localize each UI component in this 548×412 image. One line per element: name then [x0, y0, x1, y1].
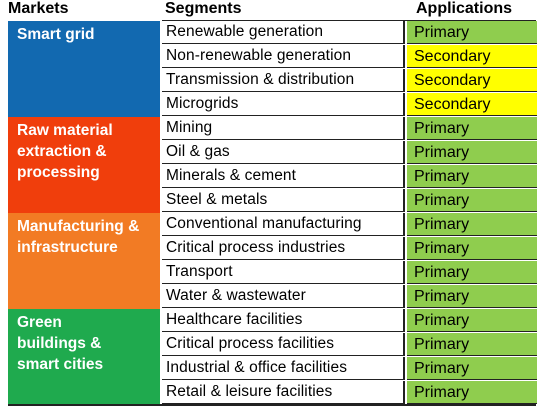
- application-cell: Primary: [407, 189, 537, 212]
- table-row: Oil & gas Primary: [160, 141, 537, 165]
- application-cell: Primary: [407, 357, 537, 380]
- segment-cell: Retail & leisure facilities: [162, 381, 405, 404]
- application-cell: Primary: [407, 309, 537, 332]
- segment-cell: Industrial & office facilities: [162, 357, 405, 380]
- applications-header: Applications: [416, 0, 513, 17]
- table-row: Conventional manufacturing Primary: [160, 213, 537, 237]
- table-row: Non-renewable generation Secondary: [160, 45, 537, 69]
- segment-cell: Transmission & distribution: [162, 69, 405, 92]
- application-cell: Primary: [407, 117, 537, 140]
- table-row: Healthcare facilities Primary: [160, 309, 537, 333]
- table-row: Mining Primary: [160, 117, 537, 141]
- segment-cell: Mining: [162, 117, 405, 140]
- application-cell: Primary: [407, 333, 537, 356]
- segment-cell: Oil & gas: [162, 141, 405, 164]
- market-cell: Green buildings & smart cities: [8, 309, 128, 405]
- market-cell: Raw material extraction & processing: [8, 117, 136, 213]
- application-cell: Primary: [407, 237, 537, 260]
- table-row: Transmission & distribution Secondary: [160, 69, 537, 93]
- table-row: Critical process facilities Primary: [160, 333, 537, 357]
- application-cell: Primary: [407, 213, 537, 236]
- market-cell: Smart grid: [8, 21, 160, 117]
- table-row: Transport Primary: [160, 261, 537, 285]
- application-cell: Primary: [407, 381, 537, 404]
- segment-cell: Healthcare facilities: [162, 309, 405, 332]
- table-row: Retail & leisure facilities Primary: [160, 381, 537, 405]
- segment-cell: Steel & metals: [162, 189, 405, 212]
- application-cell: Secondary: [407, 69, 537, 92]
- table-row: Steel & metals Primary: [160, 189, 537, 213]
- table-row: Water & wastewater Primary: [160, 285, 537, 309]
- application-cell: Primary: [407, 261, 537, 284]
- segment-cell: Microgrids: [162, 93, 405, 116]
- segment-cell: Minerals & cement: [162, 165, 405, 188]
- segment-cell: Critical process facilities: [162, 333, 405, 356]
- table-bottom-border: [8, 404, 536, 406]
- segments-header: Segments: [165, 0, 242, 17]
- application-cell: Secondary: [407, 93, 537, 116]
- header-divider: [162, 20, 536, 21]
- segment-cell: Transport: [162, 261, 405, 284]
- segment-cell: Conventional manufacturing: [162, 213, 405, 236]
- table-row: Critical process industries Primary: [160, 237, 537, 261]
- markets-header: Markets: [8, 0, 69, 17]
- application-cell: Primary: [407, 141, 537, 164]
- segment-cell: Renewable generation: [162, 21, 405, 44]
- application-cell: Secondary: [407, 45, 537, 68]
- table-row: Industrial & office facilities Primary: [160, 357, 537, 381]
- table-row: Renewable generation Primary: [160, 21, 537, 45]
- application-cell: Primary: [407, 165, 537, 188]
- segment-cell: Non-renewable generation: [162, 45, 405, 68]
- segment-cell: Critical process industries: [162, 237, 405, 260]
- markets-table: Markets Segments Applications Smart grid…: [8, 0, 537, 410]
- application-cell: Primary: [407, 285, 537, 308]
- application-cell: Primary: [407, 21, 537, 44]
- market-cell: Manufacturing & infrastructure: [8, 213, 148, 309]
- table-row: Minerals & cement Primary: [160, 165, 537, 189]
- segment-cell: Water & wastewater: [162, 285, 405, 308]
- table-row: Microgrids Secondary: [160, 93, 537, 117]
